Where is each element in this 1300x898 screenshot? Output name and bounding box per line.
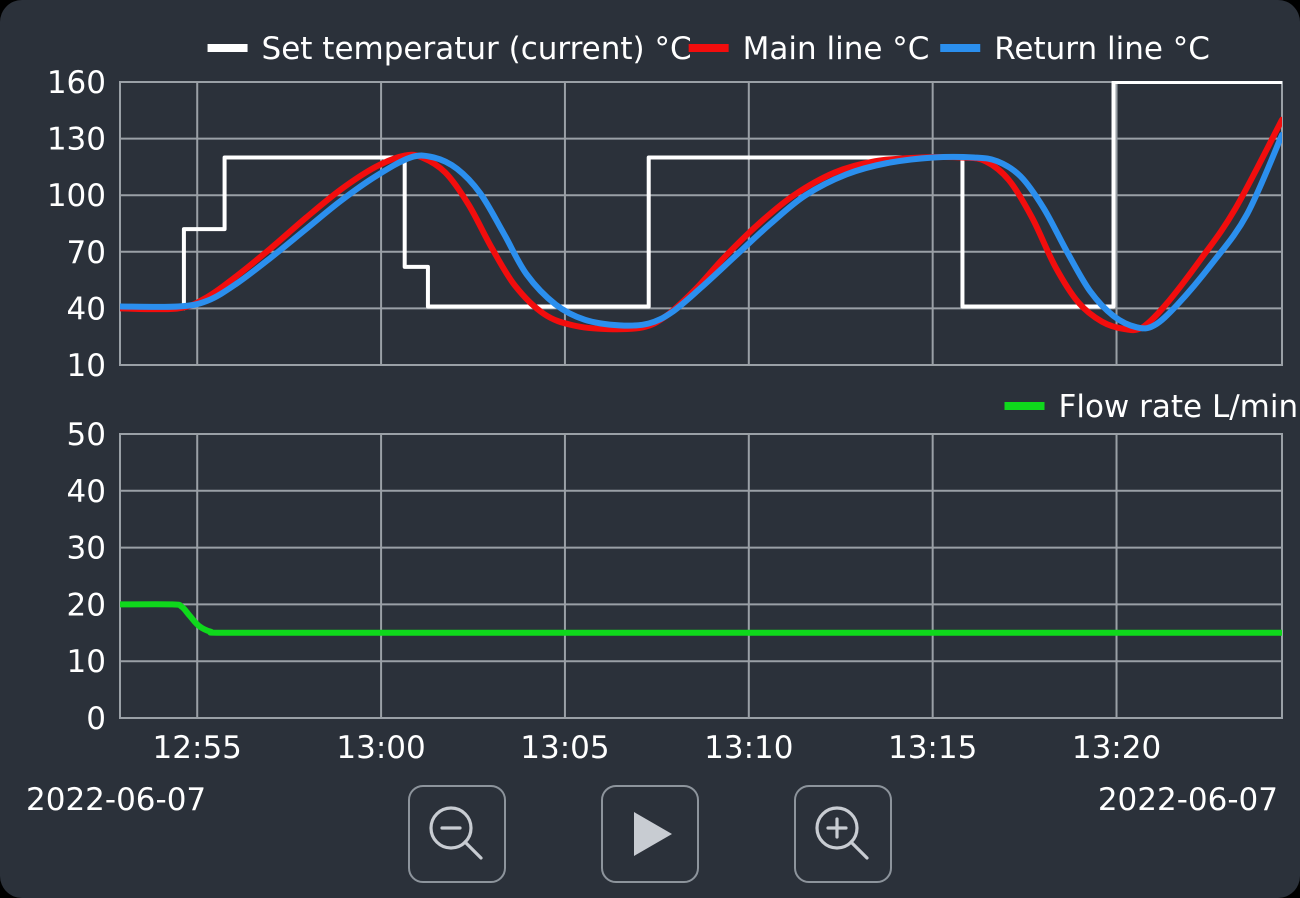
zoom-out-button-bg[interactable] [408, 785, 506, 883]
series-set-temperatur-current-c [120, 81, 1282, 311]
flow-rate-chart-frame [119, 433, 1283, 719]
y-tick-label: 0 [86, 701, 106, 737]
play-icon[interactable] [634, 812, 672, 856]
flow-rate-chart-ytick-labels: 50 40 30 20 10 0 [67, 417, 106, 737]
series-return-line-c [120, 131, 1282, 332]
zoom-in-button-bg[interactable] [794, 785, 892, 883]
y-tick-label: 100 [47, 178, 106, 214]
temperature-chart-series [120, 81, 1282, 334]
y-tick-label: 70 [67, 235, 106, 271]
temperature-chart-ytick-labels: 160 130 100 70 40 10 [47, 65, 106, 384]
legend-temperature: Set temperatur (current) °C Main line °C R… [207, 31, 1210, 67]
legend-label: Main line °C [743, 31, 930, 67]
x-tick-label: 13:05 [520, 730, 609, 766]
zoom-in-icon-handle[interactable] [849, 840, 869, 860]
y-tick-label: 20 [67, 587, 106, 623]
y-tick-label: 10 [67, 644, 106, 680]
temperature-chart-frame [119, 81, 1283, 366]
y-tick-label: 50 [67, 417, 106, 453]
flow-rate-chart: 50 40 30 20 10 0 12:55 13:00 13:05 13:10 13:15 13:2… [67, 417, 1283, 766]
legend-flow: Flow rate L/min [1004, 389, 1299, 425]
end-date-label: 2022-06-07 [1098, 782, 1278, 818]
play-button[interactable] [601, 785, 699, 883]
series-flow-rate-l-min [120, 601, 1282, 636]
flow-rate-chart-xtick-labels: 12:55 13:00 13:05 13:10 13:15 13:20 [153, 730, 1162, 766]
y-tick-label: 160 [47, 65, 106, 101]
zoom-in-button[interactable] [794, 785, 892, 883]
y-tick-label: 30 [67, 531, 106, 567]
legend-label: Flow rate L/min [1059, 389, 1299, 425]
zoom-in-icon[interactable] [815, 806, 859, 850]
y-tick-label: 10 [67, 348, 106, 384]
start-date-label: 2022-06-07 [26, 782, 206, 818]
series-main-line-c [120, 116, 1282, 334]
zoom-out-icon-handle[interactable] [463, 840, 483, 860]
chart-controls [408, 785, 892, 883]
x-tick-label: 13:20 [1072, 730, 1161, 766]
x-tick-label: 12:55 [153, 730, 242, 766]
y-tick-label: 40 [67, 474, 106, 510]
footer-dates: 2022-06-07 2022-06-07 [26, 782, 1278, 818]
legend-label: Return line °C [994, 31, 1210, 67]
flow-rate-chart-series [120, 601, 1282, 636]
legend-label: Set temperatur (current) °C [262, 31, 692, 67]
x-tick-label: 13:00 [336, 730, 425, 766]
y-tick-label: 40 [67, 291, 106, 327]
x-tick-label: 13:15 [888, 730, 977, 766]
zoom-out-icon[interactable] [429, 806, 473, 850]
temperature-chart: 160 130 100 70 40 10 [47, 65, 1283, 384]
zoom-out-button[interactable] [408, 785, 506, 883]
y-tick-label: 130 [47, 122, 106, 158]
flow-rate-chart-gridlines [120, 433, 1282, 719]
x-tick-label: 13:10 [704, 730, 793, 766]
